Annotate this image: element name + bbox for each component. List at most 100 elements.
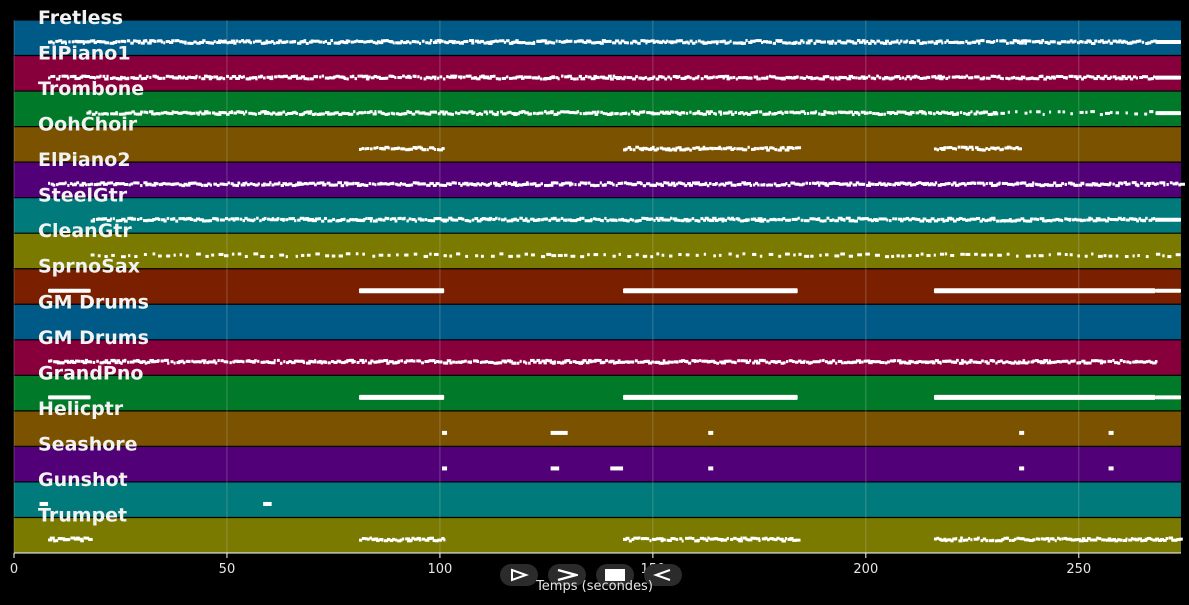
note	[305, 41, 309, 45]
note	[1033, 217, 1037, 221]
note	[256, 216, 259, 220]
note	[384, 216, 388, 220]
note	[764, 146, 768, 150]
note	[120, 75, 123, 79]
note	[1008, 361, 1012, 365]
note	[71, 40, 75, 44]
note	[107, 181, 111, 185]
note	[894, 181, 900, 185]
note	[193, 181, 197, 185]
note	[525, 41, 530, 45]
note	[1013, 360, 1017, 364]
note	[791, 360, 795, 364]
note	[285, 218, 289, 222]
note	[991, 359, 995, 363]
note	[1057, 110, 1061, 114]
note	[399, 182, 402, 186]
note	[540, 111, 544, 115]
note	[1089, 183, 1094, 187]
note	[819, 253, 822, 257]
note	[570, 77, 573, 81]
note	[260, 41, 266, 45]
note	[270, 112, 273, 116]
note	[1034, 182, 1038, 186]
note	[151, 112, 154, 116]
note	[612, 183, 615, 187]
note	[746, 112, 752, 116]
note	[1084, 40, 1088, 44]
note	[877, 113, 883, 117]
note	[970, 110, 973, 114]
note	[375, 360, 381, 364]
note	[672, 75, 678, 79]
note	[727, 216, 730, 220]
note	[1097, 359, 1103, 363]
stop-button[interactable]	[596, 564, 634, 586]
note	[718, 253, 722, 257]
note	[893, 40, 898, 44]
note	[1003, 536, 1008, 540]
note	[694, 219, 699, 223]
note	[789, 110, 794, 114]
note	[803, 112, 807, 116]
note	[794, 146, 798, 150]
note	[133, 181, 138, 185]
note	[724, 538, 728, 542]
note	[623, 41, 627, 45]
note	[408, 110, 412, 114]
note	[353, 360, 356, 364]
fast-forward-button[interactable]	[548, 564, 586, 586]
note	[540, 77, 543, 81]
note	[970, 538, 973, 542]
note	[628, 76, 633, 80]
note	[246, 218, 251, 222]
note	[132, 359, 138, 363]
note	[695, 76, 699, 80]
note	[571, 182, 574, 186]
note	[474, 217, 479, 221]
note	[386, 182, 390, 186]
note	[883, 112, 886, 116]
note	[825, 253, 829, 257]
note	[490, 360, 494, 364]
note	[286, 112, 291, 116]
note	[110, 217, 113, 221]
note	[739, 111, 744, 115]
note	[489, 216, 493, 220]
note	[1041, 219, 1045, 223]
note	[584, 182, 587, 186]
note	[1114, 539, 1119, 543]
note	[1061, 182, 1064, 186]
note	[424, 112, 429, 116]
rewind-button[interactable]	[644, 564, 682, 586]
note	[980, 111, 986, 115]
note	[254, 183, 259, 187]
note	[965, 252, 971, 256]
note	[445, 110, 448, 114]
note	[402, 182, 406, 186]
play-button[interactable]	[500, 564, 538, 586]
note	[550, 110, 554, 114]
note	[286, 361, 290, 365]
note	[678, 39, 683, 43]
note	[757, 39, 762, 43]
note	[908, 218, 912, 222]
note	[410, 359, 413, 363]
note	[941, 147, 946, 151]
note	[1098, 537, 1102, 541]
note	[902, 217, 907, 221]
note	[1136, 219, 1139, 223]
note	[483, 41, 488, 45]
note	[90, 219, 95, 223]
note	[962, 41, 965, 45]
note	[255, 77, 258, 81]
note	[492, 218, 496, 222]
note	[633, 111, 639, 115]
note	[422, 111, 426, 115]
note	[492, 181, 498, 185]
note	[824, 360, 828, 364]
note	[462, 110, 467, 114]
note	[195, 74, 198, 78]
note	[645, 359, 650, 363]
note	[306, 182, 309, 186]
